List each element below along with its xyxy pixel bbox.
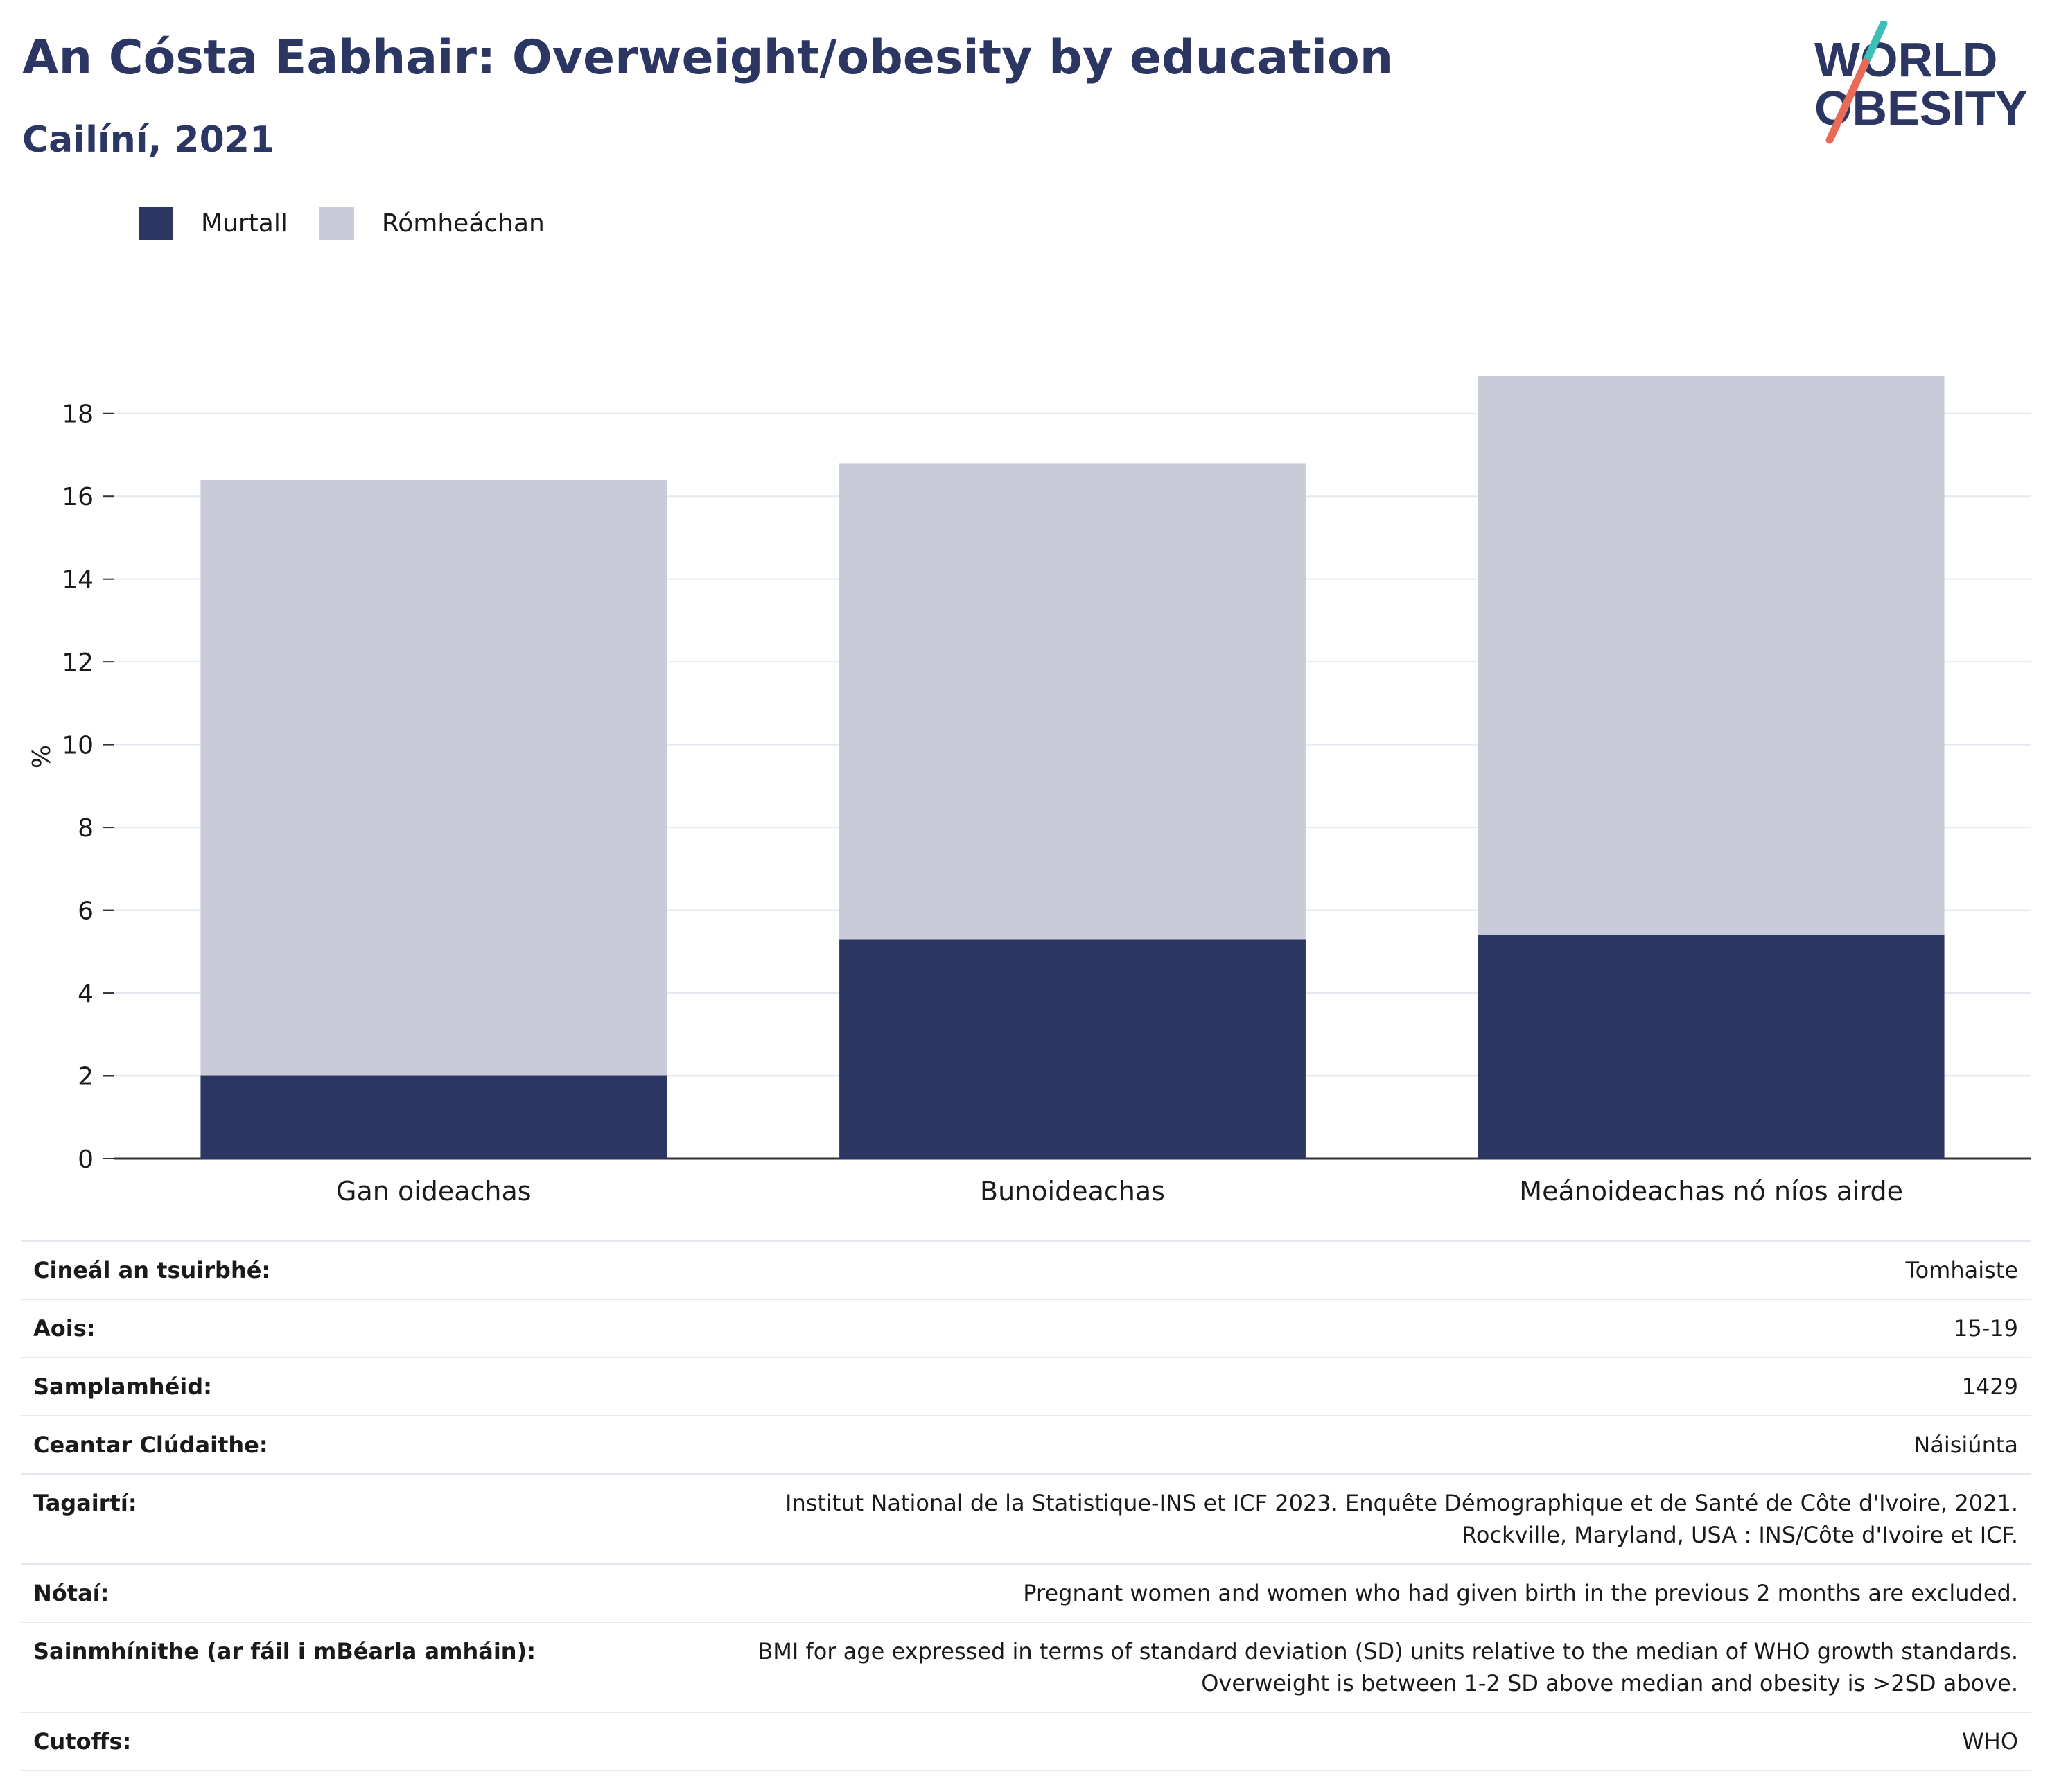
info-key: Sainmhínithe (ar fáil i mBéarla amháin): (21, 1622, 669, 1712)
y-tick-label: 2 (78, 1063, 94, 1091)
info-row: Cutoffs: WHO (21, 1712, 2031, 1771)
info-value: 1429 (669, 1357, 2031, 1416)
info-key: Cutoffs: (21, 1712, 669, 1771)
info-key: Nótaí: (21, 1563, 669, 1622)
info-value: 15-19 (669, 1299, 2031, 1358)
survey-info-table: Cineál an tsuirbhé: Tomhaiste Aois: 15-19 Sa… (21, 1240, 2031, 1771)
legend: Murtall Rómheáchan (139, 207, 577, 240)
chart-title: An Cósta Eabhair: Overweight/obesity by … (22, 30, 1394, 85)
info-key: Tagairtí: (21, 1473, 669, 1564)
info-value: Tomhaiste (669, 1240, 2031, 1299)
y-tick-label: 14 (62, 566, 94, 595)
legend-label-obese: Murtall (201, 209, 288, 238)
info-key: Samplamhéid: (21, 1357, 669, 1416)
legend-item-overweight[interactable]: Rómheáchan (319, 207, 545, 240)
y-axis-label: % (28, 745, 56, 768)
y-tick-label: 10 (62, 732, 94, 760)
info-value: Náisiúnta (669, 1415, 2031, 1474)
info-row: Nótaí: Pregnant women and women who had g… (21, 1563, 2031, 1622)
x-tick-label: Gan oideachas (336, 1176, 532, 1206)
info-row: Tagairtí: Institut National de la Statist… (21, 1473, 2031, 1564)
chart-bars (200, 376, 1945, 1159)
info-value: WHO (669, 1712, 2031, 1771)
info-row: Cineál an tsuirbhé: Tomhaiste (21, 1240, 2031, 1299)
x-tick-label: Meánoideachas nó níos airde (1519, 1176, 1903, 1206)
bar-overweight[interactable] (1478, 376, 1945, 935)
y-axis-ticks: 0 2 4 6 8 10 12 14 16 18 (62, 401, 114, 1174)
info-key: Aois: (21, 1299, 669, 1358)
info-value: Institut National de la Statistique-INS … (669, 1473, 2031, 1564)
world-obesity-logo: WORLD OBESITY (1814, 21, 2027, 144)
info-row: Samplamhéid: 1429 (21, 1357, 2031, 1416)
y-tick-label: 16 (62, 483, 94, 511)
info-row: Aois: 15-19 (21, 1299, 2031, 1358)
y-tick-label: 4 (78, 980, 94, 1008)
legend-swatch-overweight (319, 207, 354, 240)
info-key: Cineál an tsuirbhé: (21, 1240, 669, 1299)
info-key: Ceantar Clúdaithe: (21, 1415, 669, 1474)
y-tick-label: 12 (62, 649, 94, 677)
y-tick-label: 6 (78, 897, 94, 926)
bar-overweight[interactable] (839, 463, 1306, 940)
chart-subtitle: Cailíní, 2021 (22, 119, 275, 161)
info-value: BMI for age expressed in terms of standa… (669, 1622, 2031, 1712)
y-tick-label: 8 (78, 814, 94, 843)
bar-chart: 0 2 4 6 8 10 12 14 16 18 Gan oideachas Bunoideacha… (28, 376, 2031, 1206)
bar-obese[interactable] (839, 939, 1306, 1159)
y-tick-label: 0 (78, 1145, 94, 1174)
bar-obese[interactable] (200, 1075, 667, 1159)
y-tick-label: 18 (62, 401, 94, 429)
bar-obese[interactable] (1478, 935, 1945, 1159)
bar-overweight[interactable] (200, 480, 667, 1076)
logo-text-world: WORLD (1814, 33, 1997, 87)
legend-item-obese[interactable]: Murtall (139, 207, 288, 240)
x-axis-ticks: Gan oideachas Bunoideachas Meánoideachas n… (336, 1176, 1903, 1206)
logo-slash-coral (1825, 58, 1870, 144)
legend-label-overweight: Rómheáchan (381, 209, 545, 238)
legend-swatch-obese (139, 207, 173, 240)
x-tick-label: Bunoideachas (980, 1176, 1165, 1206)
logo-slash-teal (1861, 21, 1888, 67)
info-row: Sainmhínithe (ar fáil i mBéarla amháin):… (21, 1622, 2031, 1712)
info-row: Ceantar Clúdaithe: Náisiúnta (21, 1415, 2031, 1474)
info-value: Pregnant women and women who had given b… (669, 1563, 2031, 1622)
